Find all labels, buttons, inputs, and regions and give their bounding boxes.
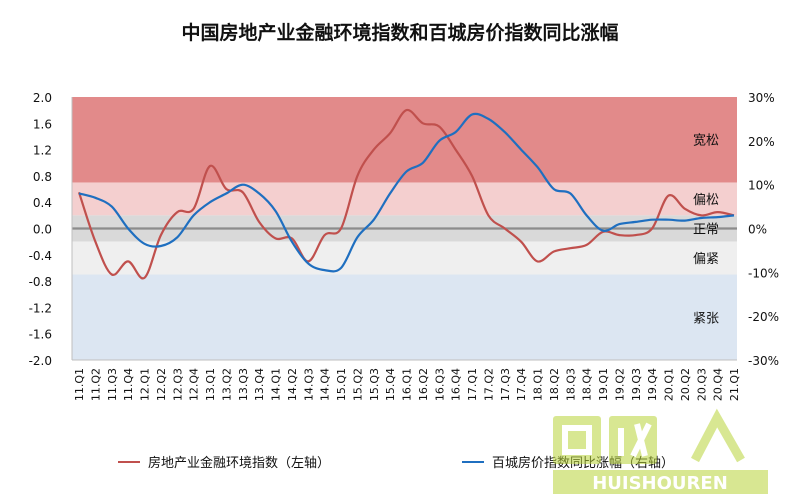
left-tick-label-7: -0.8 [29,275,52,289]
x-tick-label-31: 18.Q4 [581,368,594,401]
x-tick-label-40: 21.Q1 [728,368,741,401]
chart-title: 中国房地产业金融环境指数和百城房价指数同比涨幅 [181,22,619,44]
x-tick-label-23: 16.Q4 [450,368,463,401]
left-tick-label-2: 1.2 [33,144,52,158]
left-tick-label-5: 0.0 [33,223,52,237]
x-tick-label-28: 18.Q1 [532,368,545,401]
x-tick-label-4: 12.Q1 [139,368,152,401]
right-tick-label-4: -10% [748,266,779,280]
zone-band-3 [72,241,737,275]
x-tick-label-3: 11.Q4 [122,368,135,401]
x-tick-label-22: 16.Q3 [433,368,446,401]
left-tick-label-6: -0.4 [29,249,52,263]
watermark-logo: HUISHOUREN [553,408,768,494]
x-tick-label-34: 19.Q3 [630,368,643,401]
x-tick-label-1: 11.Q2 [89,368,102,401]
x-tick-label-15: 14.Q4 [319,368,332,401]
left-tick-label-4: 0.4 [33,196,52,210]
x-tick-label-35: 19.Q4 [646,368,659,401]
left-tick-label-0: 2.0 [33,91,52,105]
x-tick-label-26: 17.Q3 [499,368,512,401]
x-tick-label-37: 20.Q2 [679,368,692,401]
zone-label-3: 偏紧 [693,252,719,267]
x-tick-label-19: 15.Q4 [384,368,397,401]
left-tick-label-8: -1.2 [29,301,52,315]
legend-swatch-price-index [462,460,484,463]
x-tick-label-33: 19.Q2 [613,368,626,401]
x-tick-label-30: 18.Q3 [564,368,577,401]
x-tick-label-25: 17.Q2 [482,368,495,401]
x-tick-label-32: 19.Q1 [597,368,610,401]
x-tick-label-0: 11.Q1 [73,368,86,401]
x-tick-label-12: 14.Q1 [270,368,283,401]
x-tick-label-5: 12.Q2 [155,368,168,401]
x-tick-label-17: 15.Q2 [351,368,364,401]
x-tick-label-6: 12.Q3 [171,368,184,401]
x-tick-label-21: 16.Q2 [417,368,430,401]
legend-item-fin-index: 房地产业金融环境指数（左轴） [118,452,330,471]
zone-band-4 [72,274,737,360]
x-tick-label-9: 13.Q2 [220,368,233,401]
x-tick-label-39: 20.Q4 [712,368,725,401]
right-tick-label-6: -30% [748,354,779,368]
x-tick-label-11: 13.Q4 [253,368,266,401]
legend-label-fin-index: 房地产业金融环境指数（左轴） [148,456,331,471]
series-line-0 [77,108,735,280]
watermark-text: HUISHOUREN [592,473,728,494]
left-tick-label-3: 0.8 [33,170,52,184]
x-tick-label-16: 15.Q1 [335,368,348,401]
right-tick-label-0: 30% [748,91,775,105]
zone-band-0 [72,97,737,183]
left-tick-label-9: -1.6 [29,328,52,342]
legend-swatch-fin-index [118,460,140,463]
zone-label-2: 正常 [693,223,719,238]
x-tick-label-18: 15.Q3 [368,368,381,401]
zone-label-0: 宽松 [693,133,719,149]
right-tick-label-1: 20% [748,135,775,149]
x-tick-label-14: 14.Q3 [302,368,315,401]
x-tick-label-29: 18.Q2 [548,368,561,401]
zone-label-4: 紧张 [693,311,719,326]
series-line-1 [78,112,735,273]
x-tick-label-10: 13.Q3 [237,368,250,401]
x-tick-label-13: 14.Q2 [286,368,299,401]
x-tick-label-38: 20.Q3 [695,368,708,401]
right-tick-label-3: 0% [748,223,767,237]
right-tick-label-5: -20% [748,310,779,324]
left-tick-label-1: 1.6 [33,117,52,131]
x-tick-label-2: 11.Q3 [106,368,119,401]
x-tick-label-27: 17.Q4 [515,368,528,401]
left-tick-label-10: -2.0 [29,354,52,368]
x-tick-label-7: 12.Q4 [188,368,201,401]
x-tick-label-36: 20.Q1 [663,368,676,401]
right-tick-label-2: 10% [748,179,775,193]
x-tick-label-8: 13.Q1 [204,368,217,401]
zone-label-1: 偏松 [693,193,719,208]
x-tick-label-24: 17.Q1 [466,368,479,401]
x-tick-label-20: 16.Q1 [401,368,414,401]
zone-band-1 [72,182,737,216]
